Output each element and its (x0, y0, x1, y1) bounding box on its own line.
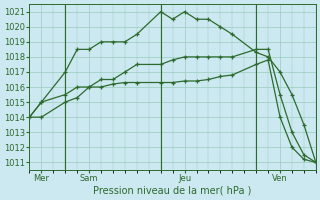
X-axis label: Pression niveau de la mer( hPa ): Pression niveau de la mer( hPa ) (93, 186, 252, 196)
